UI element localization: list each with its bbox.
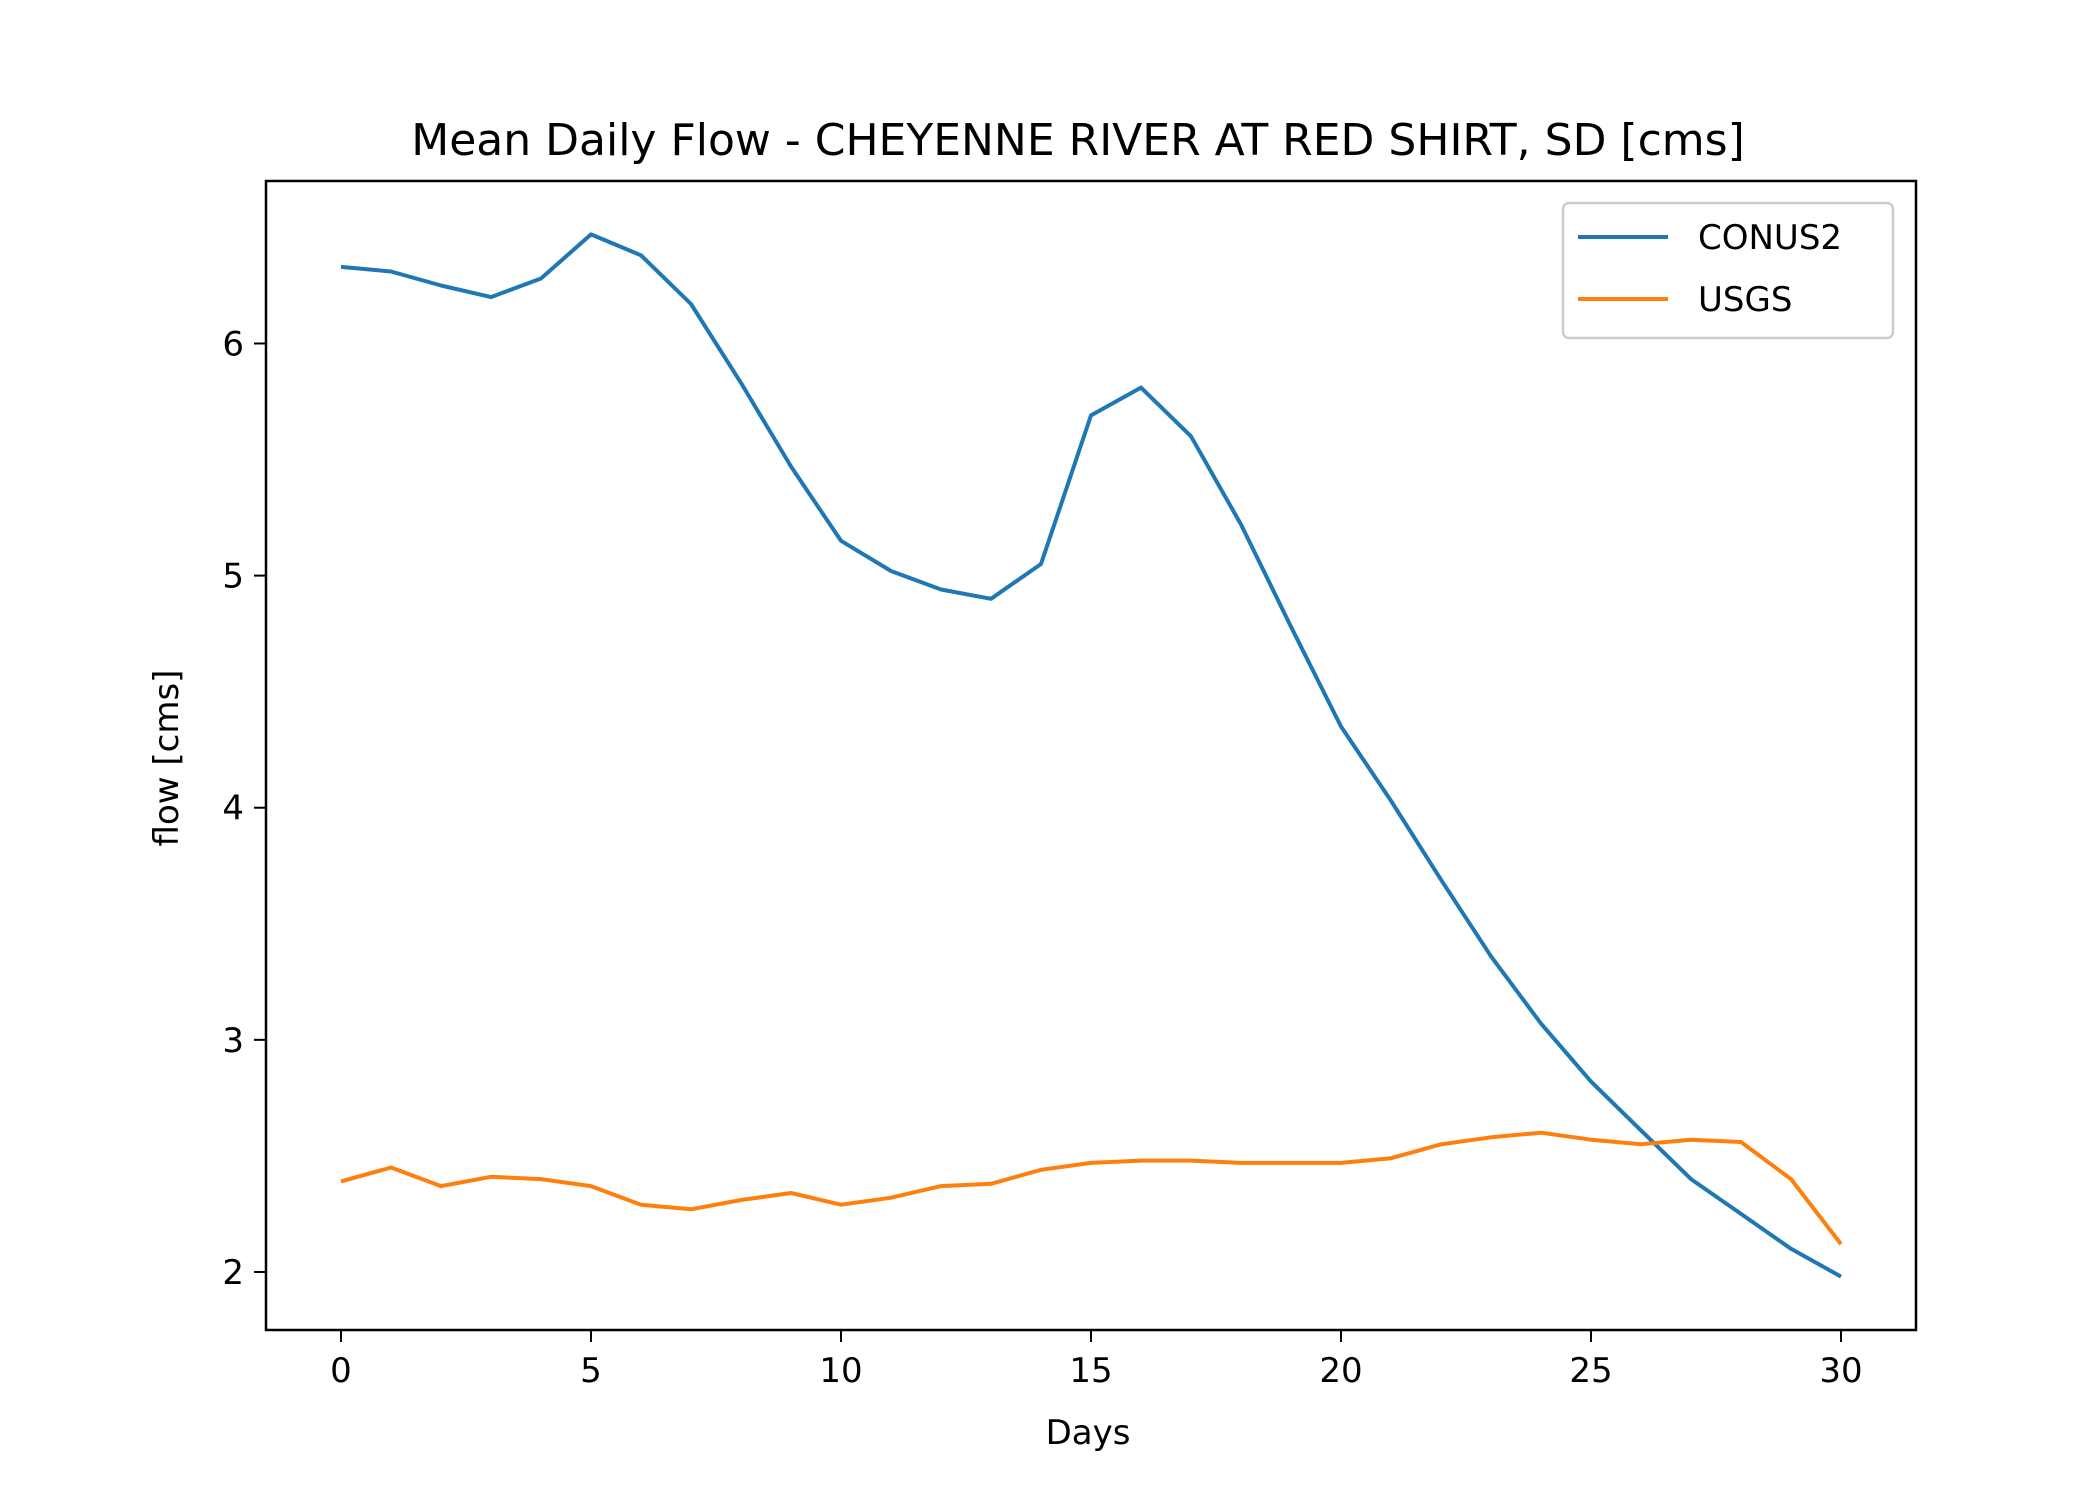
x-tick-label: 5 — [580, 1351, 602, 1391]
x-tick-label: 0 — [330, 1351, 352, 1391]
series-line-conus2 — [340, 232, 1842, 1279]
legend-label-conus2: CONUS2 — [1698, 218, 1842, 258]
x-axis-label: Days — [1046, 1413, 1131, 1453]
y-tick-label: 6 — [222, 324, 244, 364]
x-tick-label: 30 — [1819, 1351, 1862, 1391]
x-tick-label: 15 — [1069, 1351, 1112, 1391]
y-axis-label: flow [cms] — [147, 670, 187, 847]
series-line-usgs — [340, 1130, 1843, 1246]
x-axis-ticks: 0 5 10 15 20 25 30 — [330, 1330, 1863, 1391]
chart-title: Mean Daily Flow - CHEYENNE RIVER AT RED … — [411, 115, 1745, 166]
x-tick-label: 20 — [1319, 1351, 1362, 1391]
y-tick-label: 5 — [222, 557, 244, 597]
y-tick-label: 2 — [222, 1253, 244, 1293]
legend: CONUS2 USGS — [1561, 201, 1895, 340]
x-tick-label: 10 — [819, 1351, 862, 1391]
y-axis-ticks: 2 3 4 5 6 — [222, 324, 266, 1293]
x-tick-label: 25 — [1569, 1351, 1612, 1391]
y-tick-label: 4 — [222, 789, 244, 829]
series-lines — [340, 232, 1843, 1279]
legend-label-usgs: USGS — [1698, 280, 1792, 320]
y-tick-label: 3 — [222, 1021, 244, 1061]
